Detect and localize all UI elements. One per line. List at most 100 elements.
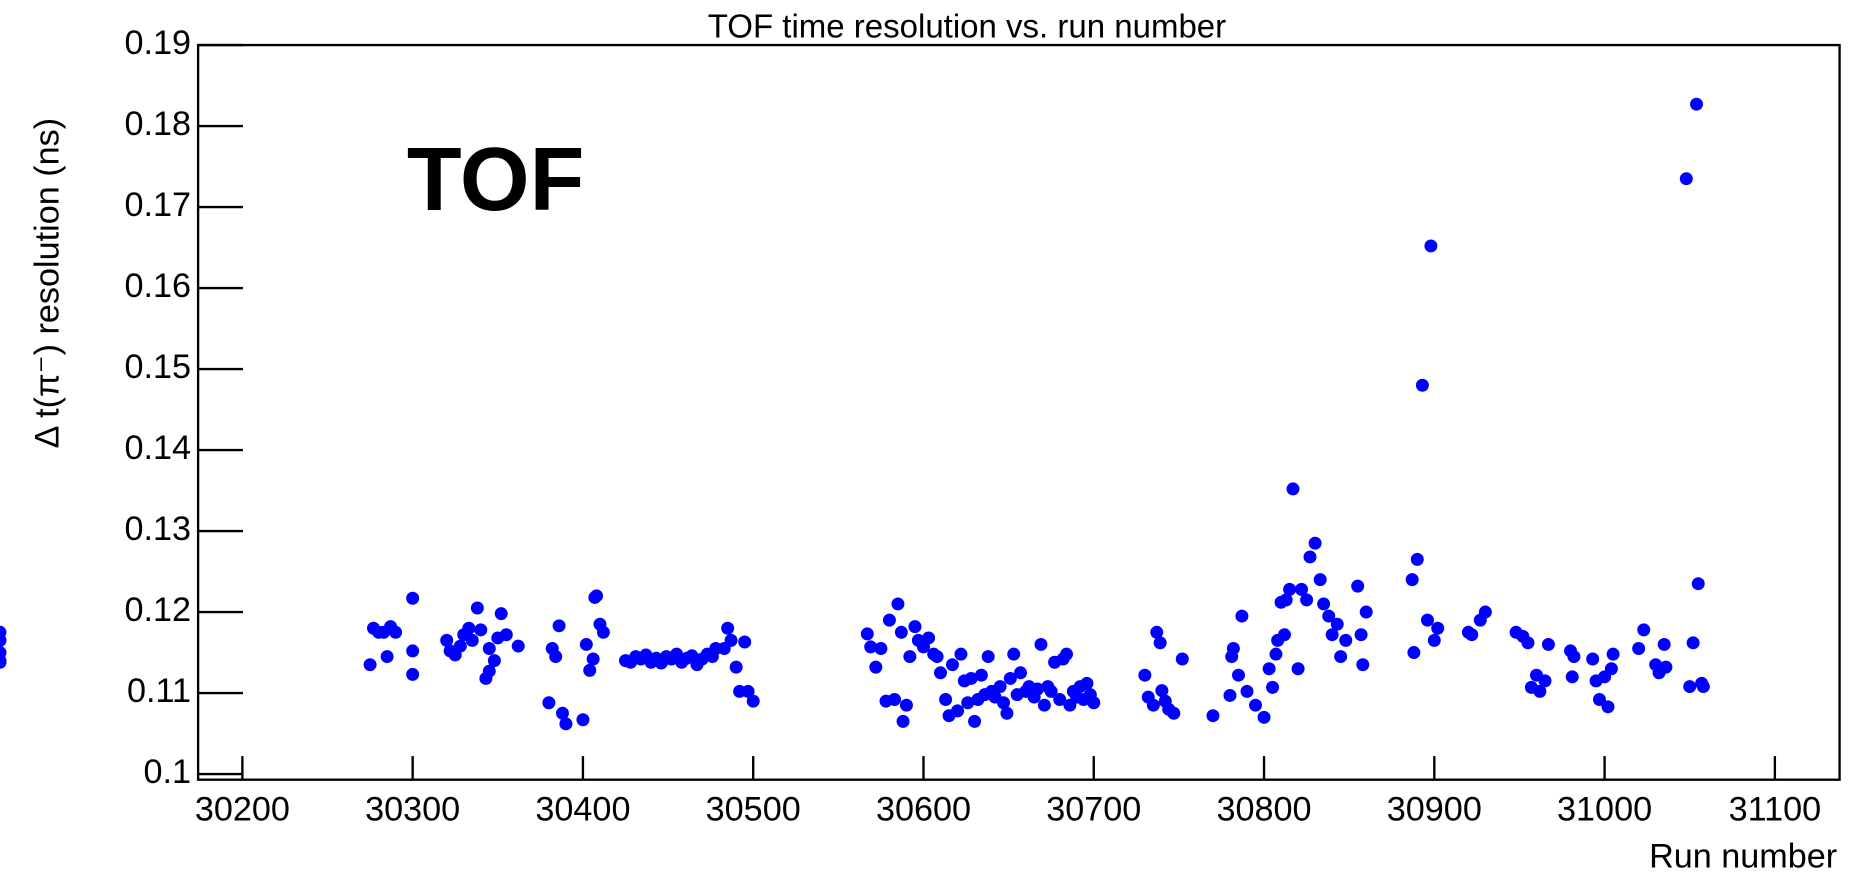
point xyxy=(1567,650,1581,664)
point xyxy=(1031,682,1045,696)
point xyxy=(1322,609,1336,623)
point xyxy=(1226,642,1240,655)
point xyxy=(1521,636,1535,650)
point xyxy=(1686,636,1700,650)
point xyxy=(1659,660,1673,674)
point xyxy=(1356,658,1370,672)
point xyxy=(1478,605,1492,619)
point xyxy=(1691,577,1705,591)
point xyxy=(899,698,913,712)
point xyxy=(1146,698,1160,712)
x-tick-label: 30400 xyxy=(535,791,630,829)
point xyxy=(903,650,917,664)
point xyxy=(1604,662,1618,676)
point xyxy=(874,642,888,655)
point xyxy=(1334,650,1348,664)
point xyxy=(954,647,968,661)
point xyxy=(1249,698,1263,712)
point xyxy=(1262,662,1276,676)
point xyxy=(389,625,403,639)
point xyxy=(1632,642,1646,655)
x-tick-label: 31100 xyxy=(1729,791,1822,829)
point xyxy=(930,650,944,664)
point xyxy=(1354,628,1368,642)
point xyxy=(559,717,573,731)
point xyxy=(583,663,597,677)
x-tick-label: 30500 xyxy=(706,791,801,829)
point xyxy=(1586,652,1600,666)
point xyxy=(974,668,988,682)
point xyxy=(1080,676,1094,690)
point xyxy=(997,696,1010,710)
y-axis-title: Δ t(π⁻) resolution (ns) xyxy=(29,118,67,448)
point xyxy=(1308,536,1322,550)
point xyxy=(1565,670,1579,684)
point xyxy=(1257,710,1271,724)
y-tick-label: 0.13 xyxy=(124,510,191,548)
point xyxy=(1037,698,1051,712)
plot-frame xyxy=(196,43,1841,781)
y-tick-label: 0.15 xyxy=(124,348,191,386)
annotation: TOF xyxy=(407,129,585,229)
point xyxy=(729,660,743,674)
x-tick-label: 30200 xyxy=(195,791,290,829)
point xyxy=(1415,378,1429,392)
point xyxy=(1053,693,1067,706)
point xyxy=(453,639,467,653)
point xyxy=(1657,637,1671,651)
point xyxy=(1240,684,1254,698)
x-tick-label: 30700 xyxy=(1046,791,1141,829)
point xyxy=(1313,573,1327,587)
point xyxy=(1421,613,1434,627)
point xyxy=(590,589,604,603)
point xyxy=(1303,550,1317,564)
point xyxy=(1286,482,1300,496)
point xyxy=(864,640,878,654)
point xyxy=(1683,680,1697,694)
point xyxy=(1300,593,1314,607)
point xyxy=(1431,621,1445,635)
point xyxy=(552,619,566,633)
point xyxy=(1283,582,1297,596)
point xyxy=(462,621,476,635)
point xyxy=(576,713,590,727)
point xyxy=(440,633,454,647)
point xyxy=(1538,674,1552,688)
point xyxy=(1696,680,1710,694)
y-tick-label: 0.11 xyxy=(127,672,191,710)
point xyxy=(1339,633,1353,647)
point xyxy=(487,654,501,668)
point xyxy=(1279,593,1293,607)
point xyxy=(465,633,479,647)
point xyxy=(1325,628,1339,642)
y-tick-label: 0.18 xyxy=(124,105,191,143)
point xyxy=(482,642,496,655)
x-tick-label: 31000 xyxy=(1557,791,1652,829)
point xyxy=(1359,605,1373,619)
point xyxy=(1232,668,1245,682)
point xyxy=(939,693,953,706)
point xyxy=(1167,706,1181,720)
point xyxy=(1003,671,1017,685)
point xyxy=(363,658,377,672)
point xyxy=(1679,172,1693,186)
point xyxy=(951,704,965,718)
point xyxy=(1606,647,1620,661)
point xyxy=(499,628,513,642)
point xyxy=(1266,680,1280,694)
point xyxy=(470,601,484,615)
y-tick-label: 0.14 xyxy=(124,429,191,467)
point xyxy=(1138,668,1152,682)
point xyxy=(474,623,488,637)
point xyxy=(894,625,908,639)
point xyxy=(542,696,556,710)
point xyxy=(0,646,7,660)
point xyxy=(494,607,508,621)
point xyxy=(406,591,420,605)
point xyxy=(406,667,420,681)
point xyxy=(981,650,995,664)
point xyxy=(596,625,610,639)
point xyxy=(746,694,760,708)
point xyxy=(1014,666,1028,680)
x-tick-label: 30300 xyxy=(365,791,460,829)
